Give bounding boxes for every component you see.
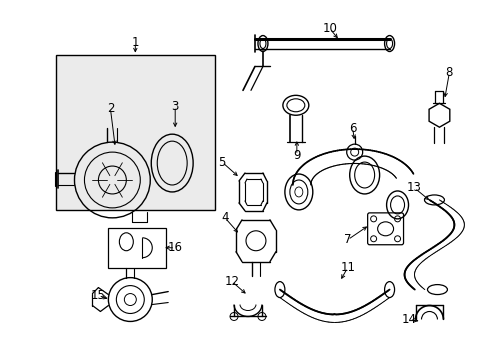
Text: 6: 6 [348,122,356,135]
Text: 9: 9 [292,149,300,162]
Text: 12: 12 [224,275,239,288]
Text: 16: 16 [167,241,183,254]
Bar [108,228,166,268]
Text: 5: 5 [218,156,225,168]
Text: 13: 13 [406,181,421,194]
Text: 14: 14 [401,313,416,326]
Text: 11: 11 [340,261,354,274]
Bar [56,55,215,210]
Text: 8: 8 [445,66,452,79]
Text: 4: 4 [221,211,228,224]
Text: 7: 7 [343,233,351,246]
Text: 3: 3 [171,100,179,113]
Text: 1: 1 [131,36,139,49]
Text: 2: 2 [106,102,114,115]
Text: 10: 10 [322,22,337,35]
Text: 15: 15 [91,289,105,302]
